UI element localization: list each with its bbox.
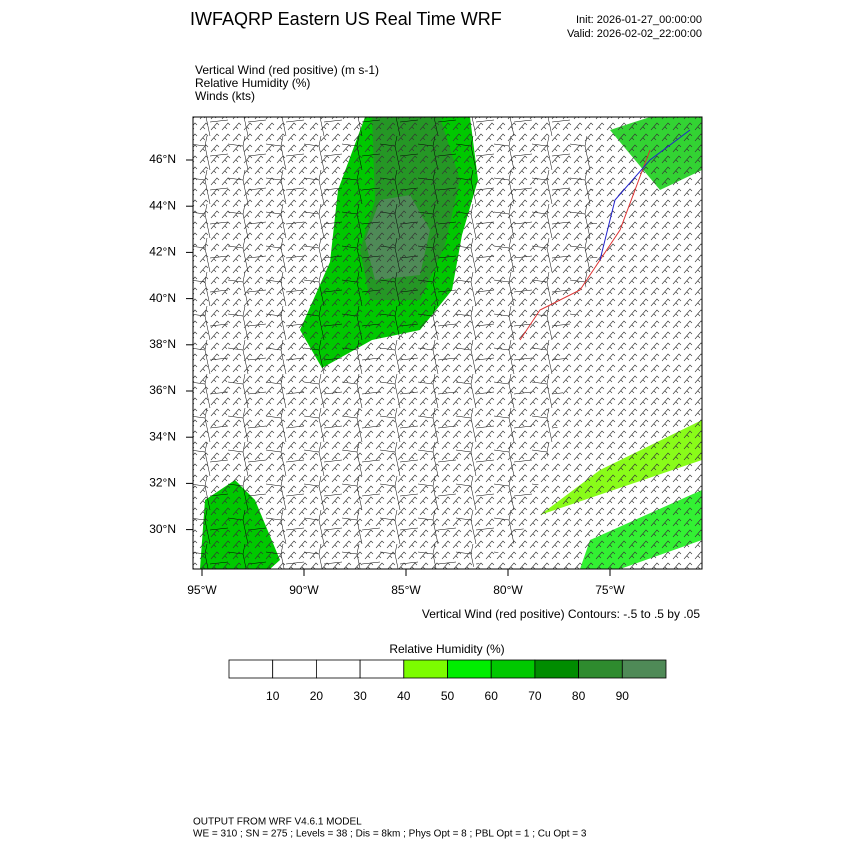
colorbar-box xyxy=(403,659,448,679)
colorbar-box xyxy=(359,659,405,679)
colorbar-tick-label: 80 xyxy=(572,689,586,703)
field-label: Winds (kts) xyxy=(195,89,255,103)
colorbar-title: Relative Humidity (%) xyxy=(389,642,504,656)
vertical-wind-contour xyxy=(599,129,691,261)
lat-label: 36°N xyxy=(149,383,176,397)
colorbar-box xyxy=(315,659,361,679)
lon-label: 95°W xyxy=(187,583,217,597)
colorbar-tick-label: 60 xyxy=(485,689,499,703)
lat-label: 40°N xyxy=(149,291,176,305)
lon-label: 80°W xyxy=(493,583,523,597)
title: IWFAQRP Eastern US Real Time WRF xyxy=(190,9,502,29)
wind-barbs xyxy=(193,117,702,569)
colorbar-box xyxy=(578,659,623,679)
vertical-wind-contour xyxy=(519,149,651,341)
colorbar-tick-label: 20 xyxy=(310,689,324,703)
lat-label: 30°N xyxy=(149,522,176,536)
contour-caption: Vertical Wind (red positive) Contours: -… xyxy=(422,607,700,621)
colorbar-tick-label: 70 xyxy=(528,689,542,703)
colorbar-tick-label: 50 xyxy=(441,689,455,703)
lat-label: 34°N xyxy=(149,429,176,443)
map-frame xyxy=(192,116,703,570)
colorbar-tick-label: 10 xyxy=(266,689,280,703)
lat-label: 38°N xyxy=(149,337,176,351)
lat-label: 44°N xyxy=(149,198,176,212)
footer-line: WE = 310 ; SN = 275 ; Levels = 38 ; Dis … xyxy=(193,829,587,840)
valid-time: Valid: 2026-02-02_22:00:00 xyxy=(567,28,702,40)
colorbar-box xyxy=(621,659,667,679)
colorbar-tick-label: 40 xyxy=(397,689,411,703)
colorbar-tick-label: 30 xyxy=(353,689,367,703)
lat-label: 42°N xyxy=(149,245,176,259)
lat-label: 32°N xyxy=(149,476,176,490)
colorbar-box xyxy=(447,659,492,679)
colorbar-box xyxy=(228,659,274,679)
lon-label: 75°W xyxy=(595,583,625,597)
init-time: Init: 2026-01-27_00:00:00 xyxy=(576,14,702,26)
field-label: Vertical Wind (red positive) (m s-1) xyxy=(195,63,379,77)
colorbar-box xyxy=(490,659,536,679)
field-label: Relative Humidity (%) xyxy=(195,76,310,90)
colorbar-box xyxy=(272,659,317,679)
lon-label: 85°W xyxy=(391,583,421,597)
colorbar-box xyxy=(534,659,580,679)
lon-label: 90°W xyxy=(289,583,319,597)
colorbar-tick-label: 90 xyxy=(616,689,630,703)
footer-line: OUTPUT FROM WRF V4.6.1 MODEL xyxy=(193,817,362,828)
map xyxy=(193,117,702,569)
lat-label: 46°N xyxy=(149,152,176,166)
